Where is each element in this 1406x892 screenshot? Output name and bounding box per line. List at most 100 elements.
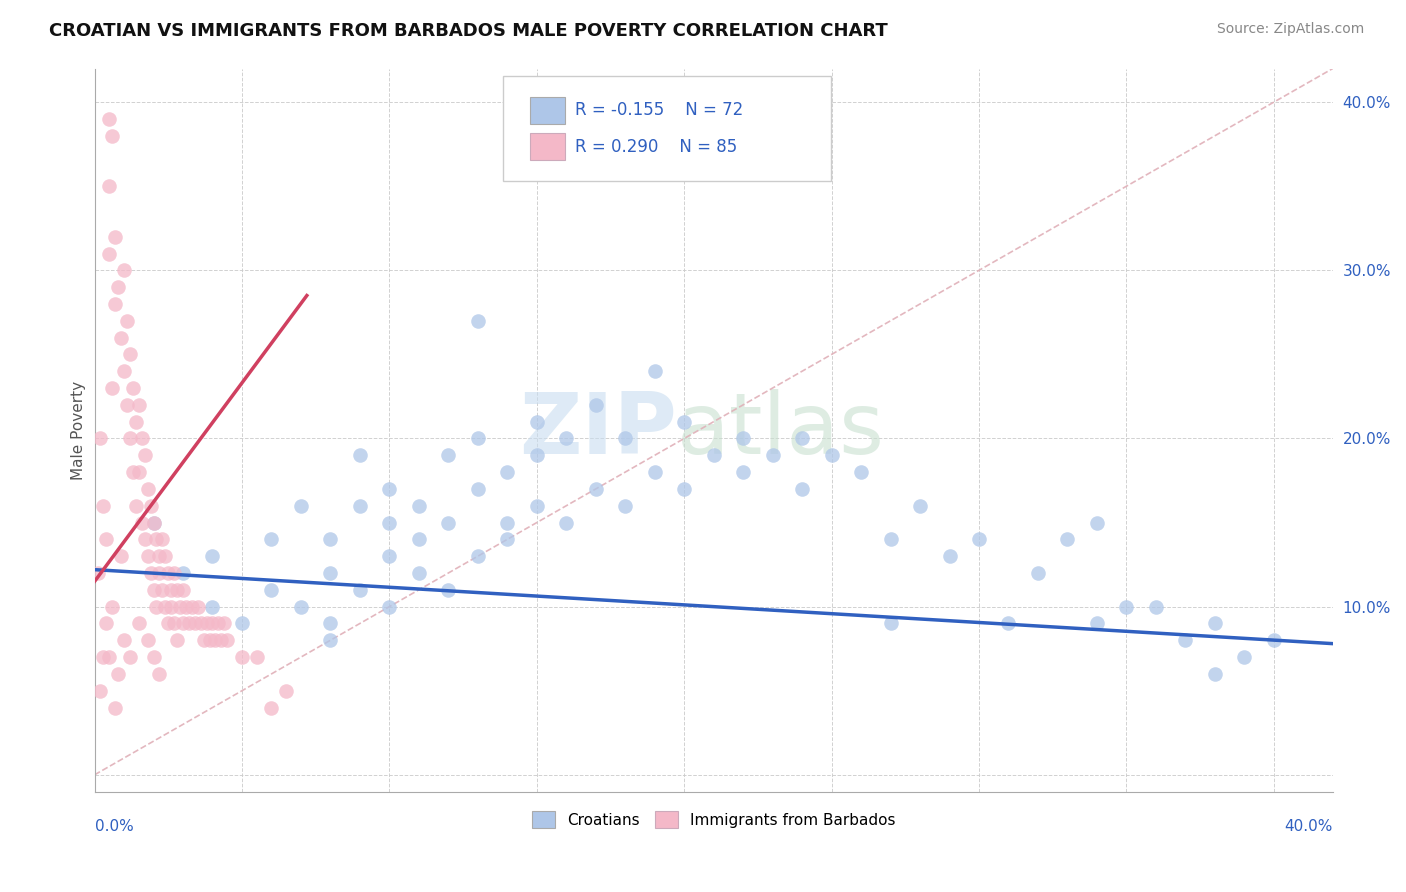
- Point: [319, 566, 342, 580]
- Point: [938, 549, 960, 564]
- Point: [142, 650, 165, 665]
- Point: [160, 599, 183, 614]
- Point: [209, 633, 232, 648]
- Bar: [530, 133, 565, 161]
- Point: [160, 582, 183, 597]
- Point: [1085, 516, 1108, 530]
- Point: [496, 533, 519, 547]
- Point: [112, 263, 135, 277]
- Point: [93, 499, 115, 513]
- Point: [118, 650, 141, 665]
- Point: [155, 549, 177, 564]
- Point: [128, 465, 150, 479]
- Point: [193, 633, 215, 648]
- Point: [157, 566, 180, 580]
- Point: [101, 381, 124, 395]
- Point: [122, 465, 145, 479]
- Point: [172, 616, 194, 631]
- Point: [1144, 599, 1167, 614]
- Point: [112, 633, 135, 648]
- Point: [148, 667, 170, 681]
- Point: [136, 482, 159, 496]
- Text: R = -0.155    N = 72: R = -0.155 N = 72: [575, 102, 744, 120]
- Point: [762, 448, 785, 462]
- Point: [125, 499, 148, 513]
- Point: [614, 432, 637, 446]
- Point: [184, 616, 207, 631]
- Text: atlas: atlas: [676, 389, 884, 472]
- Point: [467, 482, 489, 496]
- Legend: Croatians, Immigrants from Barbados: Croatians, Immigrants from Barbados: [526, 805, 901, 835]
- Point: [644, 465, 666, 479]
- Point: [207, 616, 229, 631]
- Point: [107, 667, 129, 681]
- Point: [89, 432, 111, 446]
- Point: [644, 364, 666, 378]
- Point: [526, 448, 548, 462]
- Point: [967, 533, 990, 547]
- Point: [437, 448, 460, 462]
- Text: 40.0%: 40.0%: [1285, 820, 1333, 834]
- Point: [187, 599, 209, 614]
- Point: [408, 533, 430, 547]
- Point: [555, 516, 578, 530]
- Point: [112, 364, 135, 378]
- Point: [319, 633, 342, 648]
- Point: [231, 650, 253, 665]
- Point: [1263, 633, 1285, 648]
- Point: [349, 499, 371, 513]
- Point: [349, 582, 371, 597]
- Point: [214, 616, 236, 631]
- Point: [177, 616, 200, 631]
- Point: [290, 599, 312, 614]
- Point: [408, 499, 430, 513]
- Point: [96, 533, 118, 547]
- Point: [125, 415, 148, 429]
- Point: [115, 314, 138, 328]
- Point: [673, 482, 696, 496]
- Point: [378, 549, 401, 564]
- Point: [163, 616, 186, 631]
- Point: [139, 566, 162, 580]
- Point: [180, 599, 202, 614]
- Point: [1204, 667, 1226, 681]
- Point: [201, 599, 224, 614]
- Point: [496, 465, 519, 479]
- Point: [139, 499, 162, 513]
- Point: [169, 599, 191, 614]
- Point: [276, 683, 298, 698]
- Point: [1115, 599, 1137, 614]
- Point: [98, 112, 121, 126]
- Point: [136, 633, 159, 648]
- Point: [246, 650, 269, 665]
- Point: [349, 448, 371, 462]
- Point: [467, 314, 489, 328]
- Point: [879, 616, 901, 631]
- Point: [790, 482, 813, 496]
- Point: [1174, 633, 1197, 648]
- Point: [319, 533, 342, 547]
- Point: [526, 415, 548, 429]
- Point: [118, 432, 141, 446]
- Point: [104, 229, 127, 244]
- Point: [526, 499, 548, 513]
- Point: [86, 566, 108, 580]
- Point: [703, 448, 725, 462]
- Point: [89, 683, 111, 698]
- Point: [204, 633, 226, 648]
- Point: [157, 616, 180, 631]
- Point: [122, 381, 145, 395]
- Point: [585, 482, 607, 496]
- Text: Source: ZipAtlas.com: Source: ZipAtlas.com: [1216, 22, 1364, 37]
- Point: [733, 465, 755, 479]
- Point: [96, 616, 118, 631]
- Bar: [530, 96, 565, 124]
- Point: [172, 566, 194, 580]
- Point: [614, 499, 637, 513]
- Point: [790, 432, 813, 446]
- Point: [128, 616, 150, 631]
- Point: [93, 650, 115, 665]
- Text: CROATIAN VS IMMIGRANTS FROM BARBADOS MALE POVERTY CORRELATION CHART: CROATIAN VS IMMIGRANTS FROM BARBADOS MAL…: [49, 22, 889, 40]
- Point: [319, 616, 342, 631]
- Point: [134, 448, 156, 462]
